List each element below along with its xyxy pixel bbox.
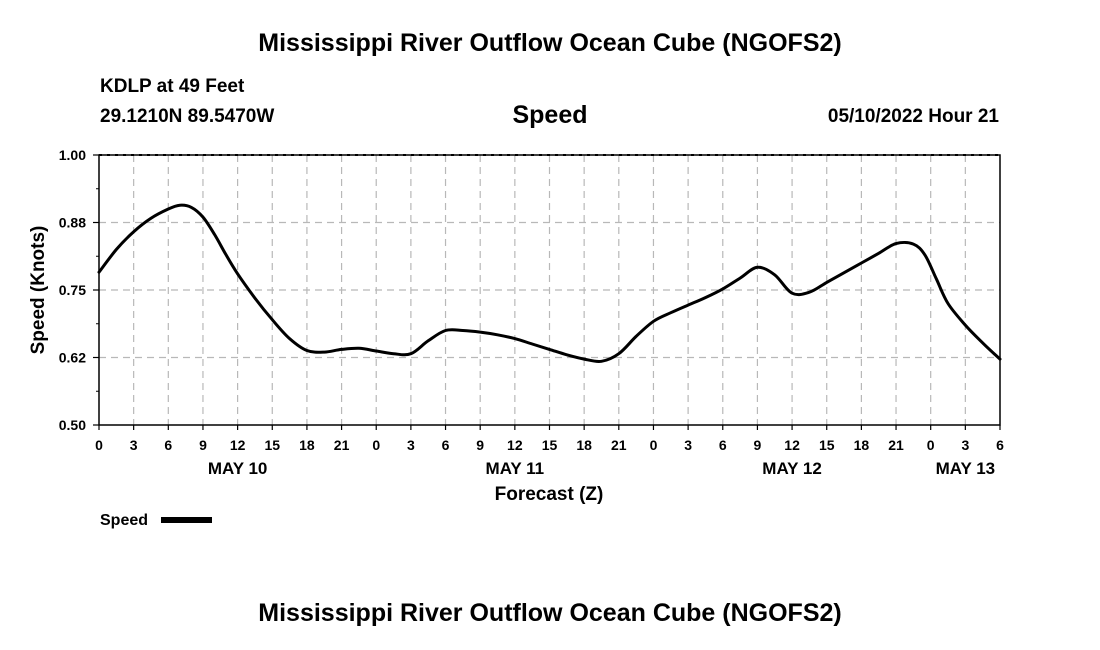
y-tick-label: 0.50 [59,417,86,433]
chart-subtitle: Speed [512,101,588,129]
x-tick-label: 0 [927,437,935,453]
x-tick-label: 9 [199,437,207,453]
y-tick-label: 0.62 [59,350,86,366]
x-tick-label: 6 [719,437,727,453]
y-tick-label: 0.75 [59,282,86,298]
chart-title-top: Mississippi River Outflow Ocean Cube (NG… [258,29,842,57]
x-tick-label: 6 [996,437,1004,453]
day-label: MAY 13 [936,459,996,478]
legend: Speed [100,512,212,529]
grid-lines [99,154,1000,425]
day-labels: MAY 10 MAY 11 MAY 12 MAY 13 [208,459,995,478]
x-tick-label: 21 [888,437,904,453]
day-label: MAY 12 [762,459,822,478]
day-label: MAY 11 [486,459,545,478]
legend-label: Speed [100,512,148,529]
x-tick-labels: 0 3 6 9 12 15 18 21 0 3 6 9 12 15 18 21 0 3 6 9 12 15 18 21 0 3 6 [95,437,1004,453]
x-tick-label: 3 [961,437,969,453]
station-coords: 29.1210N 89.5470W [100,106,275,127]
forecast-datetime: 05/10/2022 Hour 21 [827,106,999,127]
y-tick-label: 0.88 [59,215,86,231]
x-tick-label: 3 [130,437,138,453]
x-tick-label: 12 [507,437,523,453]
x-tick-label: 21 [334,437,350,453]
y-tick-label: 1.00 [59,147,86,163]
x-tick-label: 18 [854,437,870,453]
x-tick-label: 6 [164,437,172,453]
day-label: MAY 10 [208,459,268,478]
x-tick-label: 3 [407,437,415,453]
speed-series-line [97,203,1002,364]
x-tick-label: 9 [476,437,484,453]
x-tick-label: 21 [611,437,627,453]
x-tick-label: 15 [264,437,280,453]
x-tick-label: 0 [650,437,658,453]
x-tick-label: 3 [684,437,692,453]
x-axis-title: Forecast (Z) [495,484,604,505]
y-axis-title: Speed (Knots) [28,226,49,355]
x-tick-label: 12 [230,437,246,453]
station-label: KDLP at 49 Feet [100,76,245,97]
x-tick-label: 9 [754,437,762,453]
x-tick-label: 12 [784,437,800,453]
x-tick-label: 15 [819,437,835,453]
x-tick-label: 18 [576,437,592,453]
x-tick-label: 0 [372,437,380,453]
x-tick-label: 6 [442,437,450,453]
chart-title-bottom: Mississippi River Outflow Ocean Cube (NG… [258,599,842,627]
axis-ticks [93,154,1001,430]
x-tick-label: 0 [95,437,103,453]
y-tick-labels: 0.50 0.62 0.75 0.88 1.00 [59,147,86,433]
legend-swatch [161,517,212,523]
plot-frame [98,154,1001,426]
x-tick-label: 18 [299,437,315,453]
x-tick-label: 15 [542,437,558,453]
